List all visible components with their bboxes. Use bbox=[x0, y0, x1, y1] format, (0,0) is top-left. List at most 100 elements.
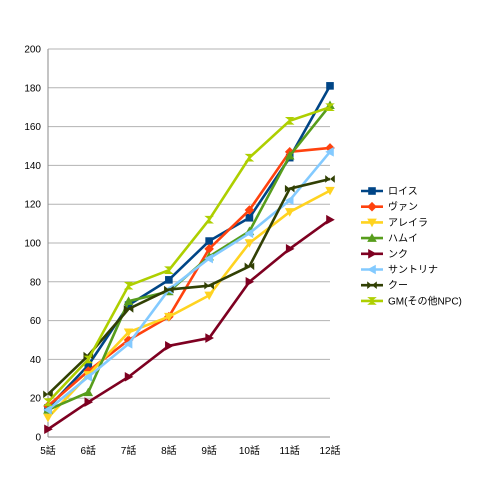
data-point bbox=[83, 372, 93, 382]
data-point bbox=[44, 424, 53, 435]
data-point bbox=[123, 305, 134, 313]
data-point bbox=[244, 153, 255, 162]
data-point bbox=[204, 281, 214, 290]
legend-item: ンク bbox=[361, 248, 408, 260]
data-point bbox=[284, 208, 295, 217]
legend-item: クー bbox=[361, 280, 408, 292]
series-3 bbox=[43, 186, 335, 423]
data-point bbox=[205, 237, 213, 245]
y-tick-label: 200 bbox=[24, 45, 41, 56]
x-tick-label: 9話 bbox=[201, 444, 217, 457]
legend-label: GM(その他NPC) bbox=[388, 294, 462, 307]
data-point bbox=[43, 398, 53, 406]
legend-item: アレイラ bbox=[361, 217, 428, 229]
series-line bbox=[47, 150, 332, 411]
legend-item: ハムイ bbox=[361, 233, 418, 245]
y-tick-label: 40 bbox=[30, 355, 42, 366]
legend-marker bbox=[367, 281, 377, 289]
data-point bbox=[164, 312, 174, 322]
data-point bbox=[43, 405, 52, 415]
data-point bbox=[123, 335, 134, 345]
data-point bbox=[326, 82, 334, 90]
y-tick-label: 0 bbox=[35, 433, 41, 444]
legend-marker bbox=[368, 249, 377, 259]
data-point bbox=[204, 215, 214, 224]
data-point bbox=[164, 266, 174, 274]
y-tick-label: 20 bbox=[30, 394, 42, 405]
legend-item: ロイス bbox=[361, 187, 418, 198]
series-line bbox=[47, 189, 331, 419]
series-8 bbox=[43, 103, 335, 406]
x-tick-label: 12話 bbox=[319, 444, 340, 457]
series-line bbox=[47, 105, 331, 403]
data-point bbox=[123, 281, 134, 290]
legend-label: ンク bbox=[388, 248, 408, 260]
y-tick-label: 100 bbox=[24, 239, 41, 250]
data-point bbox=[83, 355, 94, 364]
data-point bbox=[325, 186, 335, 196]
data-point bbox=[84, 361, 93, 370]
data-point bbox=[284, 195, 294, 206]
data-point bbox=[205, 333, 214, 343]
legend-item: サントリナ bbox=[361, 264, 438, 276]
legend-marker bbox=[368, 187, 376, 195]
data-point bbox=[124, 372, 134, 382]
data-point bbox=[284, 116, 295, 125]
legend-label: ヴァン bbox=[388, 200, 418, 213]
y-tick-label: 160 bbox=[24, 122, 41, 133]
data-point bbox=[245, 277, 255, 287]
legend-marker bbox=[367, 233, 377, 242]
data-point bbox=[164, 285, 174, 294]
data-point bbox=[244, 239, 255, 248]
data-point bbox=[123, 339, 133, 349]
data-point bbox=[43, 413, 53, 423]
x-tick-label: 8話 bbox=[161, 444, 177, 457]
data-point bbox=[244, 205, 255, 215]
series-2 bbox=[43, 143, 335, 411]
data-point bbox=[165, 341, 174, 351]
data-point bbox=[244, 228, 254, 239]
data-point bbox=[245, 213, 254, 222]
legend-marker bbox=[367, 218, 377, 228]
data-point bbox=[326, 214, 335, 225]
series-line bbox=[47, 146, 331, 407]
data-point bbox=[284, 150, 295, 160]
x-tick-label: 6話 bbox=[81, 444, 97, 457]
y-tick-labels: 0 20 40 60 80 100 120 140 160 180 200 bbox=[24, 45, 41, 444]
legend-label: ロイス bbox=[388, 187, 418, 198]
data-point bbox=[325, 147, 334, 157]
x-tick-labels: 5話 6話 7話 8話 9話 10話 11話 12話 bbox=[40, 444, 340, 457]
y-tick-label: 180 bbox=[24, 83, 41, 94]
data-point bbox=[83, 387, 94, 397]
y-tick-label: 120 bbox=[24, 200, 41, 211]
data-point bbox=[204, 244, 214, 254]
legend-marker bbox=[367, 201, 377, 212]
data-point bbox=[244, 262, 255, 271]
legend-item: GM(その他NPC) bbox=[361, 294, 462, 307]
data-point bbox=[123, 328, 134, 338]
legend-label: アレイラ bbox=[388, 217, 428, 229]
x-tick-label: 7話 bbox=[121, 444, 137, 457]
data-point bbox=[165, 276, 173, 284]
y-tick-label: 80 bbox=[30, 277, 42, 288]
data-point bbox=[123, 296, 134, 305]
data-point bbox=[284, 184, 295, 193]
series-5 bbox=[44, 214, 335, 435]
x-tick-label: 10話 bbox=[239, 444, 260, 457]
legend-label: クー bbox=[388, 280, 408, 292]
data-point bbox=[124, 301, 133, 309]
data-point bbox=[285, 244, 295, 254]
legend-marker bbox=[367, 264, 376, 275]
legend-marker bbox=[367, 297, 377, 305]
y-tick-label: 60 bbox=[30, 316, 42, 327]
x-tick-label: 5話 bbox=[40, 444, 56, 457]
data-point bbox=[325, 175, 335, 183]
x-tick-label: 11話 bbox=[280, 444, 300, 457]
legend-label: ハムイ bbox=[388, 233, 418, 245]
legend-item: ヴァン bbox=[361, 200, 418, 213]
y-tick-label: 140 bbox=[24, 161, 41, 172]
data-point bbox=[43, 390, 53, 399]
